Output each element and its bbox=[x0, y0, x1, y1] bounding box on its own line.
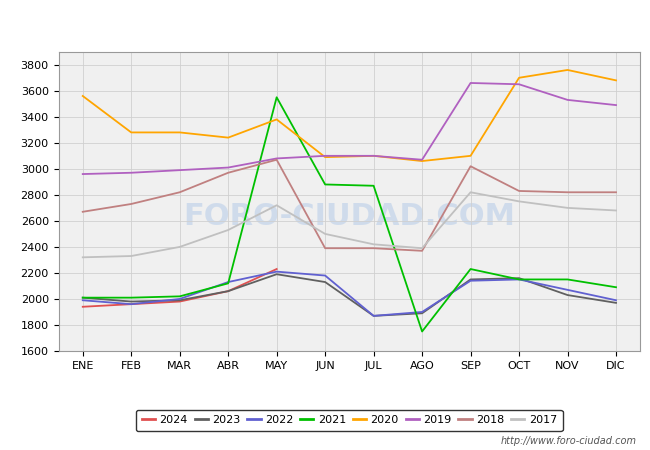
Text: http://www.foro-ciudad.com: http://www.foro-ciudad.com bbox=[501, 436, 637, 446]
Text: Afiliados en Vilobí d'Onyar a 31/5/2024: Afiliados en Vilobí d'Onyar a 31/5/2024 bbox=[163, 14, 487, 33]
Text: FORO-CIUDAD.COM: FORO-CIUDAD.COM bbox=[183, 202, 515, 231]
Legend: 2024, 2023, 2022, 2021, 2020, 2019, 2018, 2017: 2024, 2023, 2022, 2021, 2020, 2019, 2018… bbox=[136, 410, 562, 431]
